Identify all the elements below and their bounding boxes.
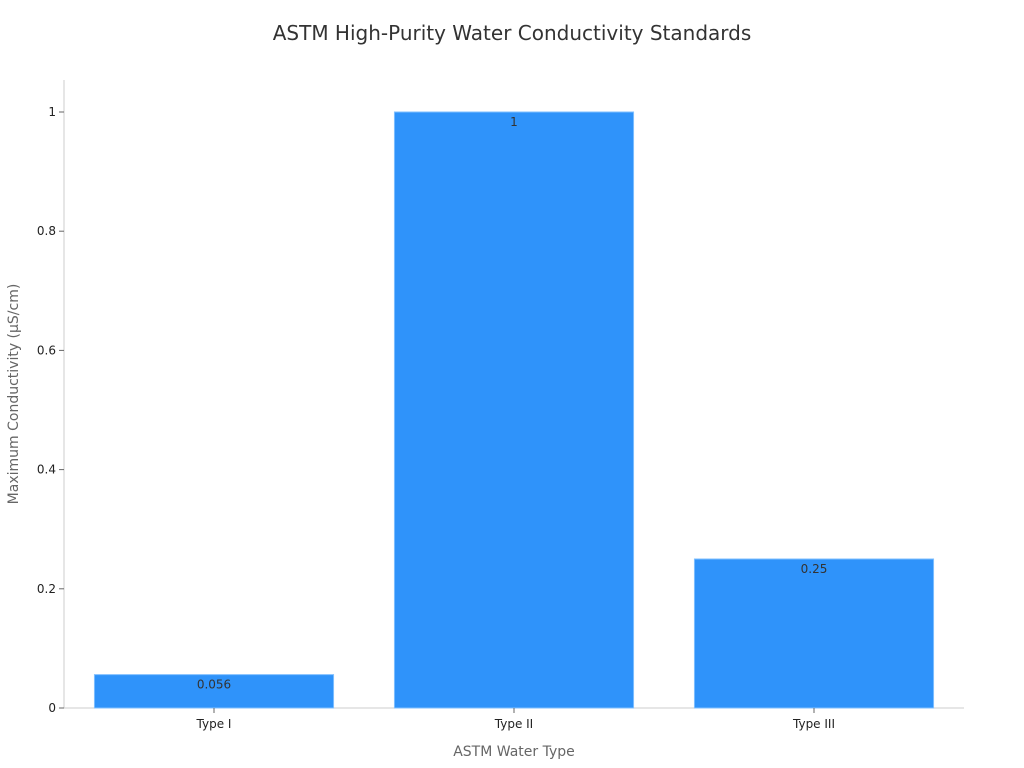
data-label: 0.056 (197, 678, 231, 692)
y-tick-label: 0.8 (37, 224, 56, 238)
y-tick-label: 0 (48, 701, 56, 715)
x-tick-label: Type I (196, 717, 232, 731)
data-label: 1 (510, 115, 518, 129)
x-axis-label: ASTM Water Type (453, 744, 575, 760)
y-tick-label: 0.2 (37, 582, 56, 596)
x-tick-label: Type II (494, 717, 533, 731)
x-axis-ticks: Type I Type II Type III (196, 708, 835, 731)
x-tick-label: Type III (792, 717, 835, 731)
chart-title: ASTM High-Purity Water Conductivity Stan… (273, 21, 752, 45)
bars: 0.056 1 0.25 (93, 111, 935, 709)
bar-type-iii (693, 558, 935, 709)
bar-type-i (93, 674, 335, 709)
data-label: 0.25 (801, 562, 828, 576)
y-tick-label: 0.4 (37, 463, 56, 477)
bar-type-ii (393, 111, 635, 709)
y-axis-ticks: 0 0.2 0.4 0.6 0.8 1 (37, 105, 64, 715)
y-tick-label: 0.6 (37, 343, 56, 357)
y-axis-label: Maximum Conductivity (μS/cm) (6, 284, 22, 505)
y-tick-label: 1 (48, 105, 56, 119)
